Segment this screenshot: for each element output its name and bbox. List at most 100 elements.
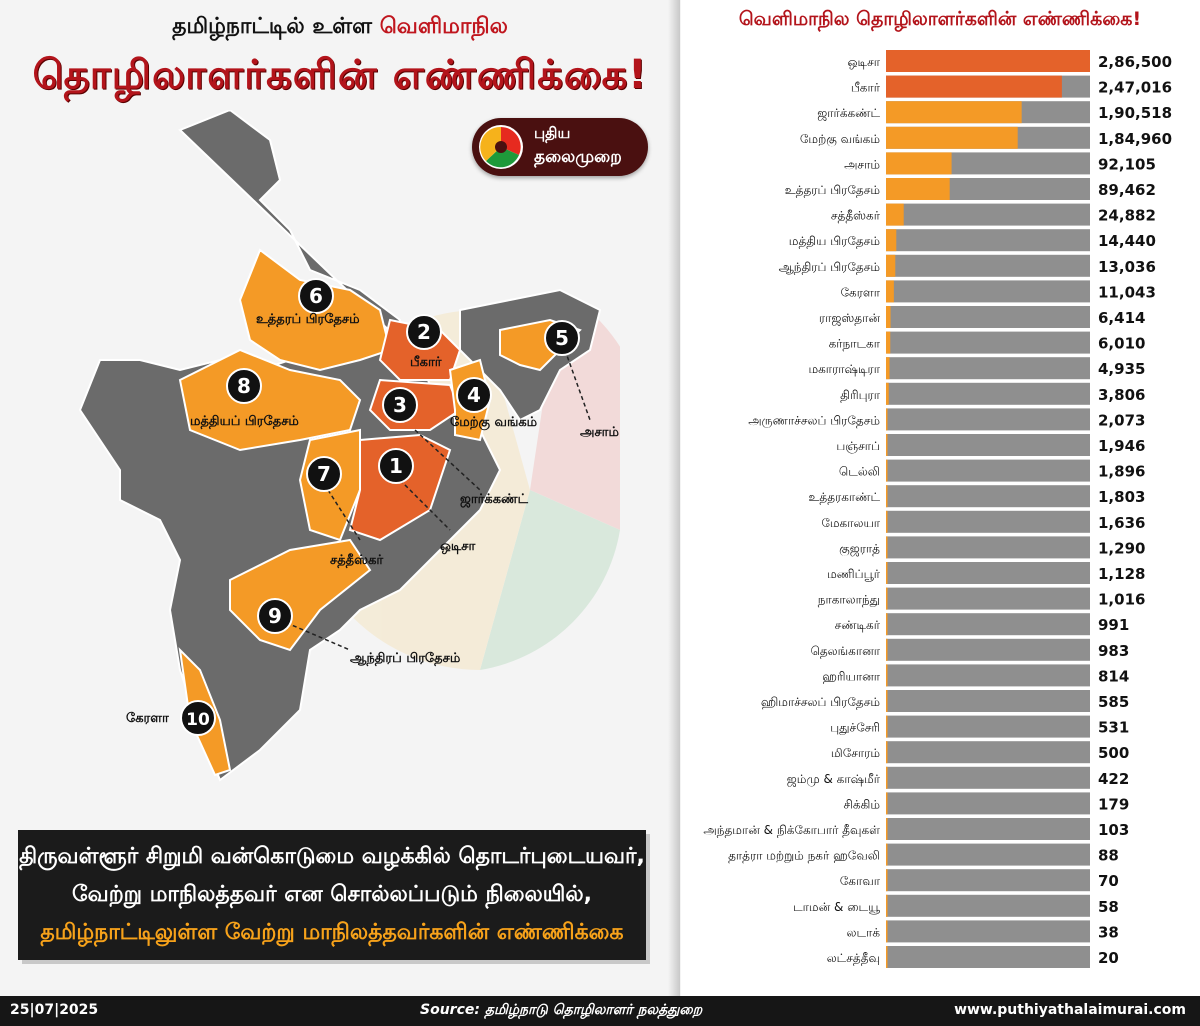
bar[interactable] [886, 587, 888, 610]
category-label: ஹரியானா [822, 669, 881, 683]
marker-5[interactable]: 5 [544, 320, 580, 356]
bar-track [886, 408, 1090, 431]
bar-track [886, 792, 1090, 815]
bar[interactable] [886, 690, 888, 712]
category-label: தாத்ரா மற்றும் நகர் ஹவேலி [728, 849, 880, 864]
marker-4[interactable]: 4 [456, 377, 492, 413]
bar[interactable] [886, 306, 891, 328]
value-label: 14,440 [1098, 232, 1156, 250]
marker-7[interactable]: 7 [306, 456, 342, 492]
bar-track [886, 869, 1090, 892]
value-label: 179 [1098, 795, 1129, 813]
category-label: ஜம்மு & காஷ்மீர் [787, 772, 881, 787]
category-label: மகாராஷ்டிரா [808, 362, 880, 376]
bar[interactable] [886, 331, 891, 354]
bar[interactable] [886, 664, 888, 687]
svg-text:2: 2 [417, 320, 431, 344]
bar[interactable] [886, 459, 888, 482]
bar[interactable] [886, 280, 894, 303]
bar[interactable] [886, 434, 888, 456]
bar[interactable] [886, 382, 889, 405]
bar[interactable] [886, 843, 888, 866]
svg-text:7: 7 [317, 462, 331, 486]
category-label: லடாக் [847, 925, 881, 939]
category-label: பீகார் [851, 81, 881, 95]
svg-text:4: 4 [467, 383, 481, 407]
svg-text:3: 3 [393, 393, 407, 417]
bar-track [886, 306, 1090, 328]
title-line-1: தமிழ்நாட்டில் உள்ள வெளிமாநில [0, 14, 680, 42]
label-uttar-pradesh: உத்தரப் பிரதேசம் [256, 312, 360, 327]
bar[interactable] [886, 920, 888, 943]
bar[interactable] [886, 357, 890, 380]
bar-track [886, 510, 1090, 533]
svg-text:5: 5 [555, 326, 569, 350]
value-label: 6,010 [1098, 335, 1145, 353]
bar[interactable] [886, 485, 888, 508]
state-madhya-pradesh[interactable] [178, 348, 362, 452]
map-state-labels: ஒடிசா பீகார் ஜார்க்கண்ட் மேற்கு வங்கம் அ… [126, 312, 619, 726]
marker-1[interactable]: 1 [378, 448, 414, 484]
bar-track [886, 587, 1090, 610]
bar[interactable] [886, 50, 1090, 72]
category-label: திரிபுரா [840, 388, 881, 402]
bar[interactable] [886, 126, 1018, 149]
value-label: 38 [1098, 923, 1119, 941]
bar[interactable] [886, 894, 888, 917]
bar-track [886, 741, 1090, 764]
bar[interactable] [886, 229, 897, 252]
label-west-bengal: மேற்கு வங்கம் [450, 415, 538, 430]
bar[interactable] [886, 818, 888, 840]
category-label: ஒடிசா [847, 55, 880, 69]
bar[interactable] [886, 792, 888, 815]
bar[interactable] [886, 254, 896, 277]
bar[interactable] [886, 408, 888, 431]
label-chhattisgarh: சத்தீஸ்கர் [330, 552, 383, 568]
bar[interactable] [886, 152, 952, 175]
caption-box: திருவள்ளூர் சிறுமி வன்கொடுமை வழக்கில் தொ… [18, 830, 646, 960]
category-label: தெலங்கானா [811, 644, 881, 658]
bar[interactable] [886, 562, 888, 584]
value-label: 24,882 [1098, 207, 1156, 225]
bar[interactable] [886, 715, 888, 738]
bar[interactable] [886, 638, 888, 661]
bar[interactable] [886, 203, 904, 226]
bar[interactable] [886, 536, 888, 559]
value-label: 13,036 [1098, 258, 1156, 276]
label-madhya-pradesh: மத்தியப் பிரதேசம் [190, 414, 299, 429]
bar[interactable] [886, 869, 888, 892]
marker-8[interactable]: 8 [226, 368, 262, 404]
bar[interactable] [886, 766, 888, 789]
label-assam: அசாம் [580, 425, 619, 440]
label-odisha: ஒடிசா [440, 539, 475, 554]
footer-source: Source: தமிழ்நாடு தொழிலாளர் நலத்துறை [420, 1002, 703, 1018]
value-label: 1,84,960 [1098, 130, 1172, 148]
category-label: மேகாலயா [821, 516, 880, 530]
bar-track [886, 254, 1090, 277]
marker-10[interactable]: 10 [180, 700, 216, 736]
category-label: கோவா [840, 874, 881, 888]
marker-3[interactable]: 3 [382, 387, 418, 423]
caption-line-2: வேற்று மாநிலத்தவர் என சொல்லப்படும் நிலைய… [72, 882, 592, 907]
bar[interactable] [886, 946, 888, 968]
value-label: 88 [1098, 847, 1119, 865]
bar-track [886, 331, 1090, 354]
bar-track [886, 664, 1090, 687]
state-odisha[interactable] [348, 433, 452, 542]
marker-6[interactable]: 6 [298, 278, 334, 314]
category-label: சத்தீஸ்கர் [831, 209, 881, 223]
bar[interactable] [886, 75, 1062, 98]
marker-2[interactable]: 2 [406, 314, 442, 350]
label-kerala: கேரளா [126, 711, 169, 726]
marker-9[interactable]: 9 [257, 598, 293, 634]
bar[interactable] [886, 178, 950, 200]
bar[interactable] [886, 741, 888, 764]
bar-track [886, 715, 1090, 738]
value-label: 2,073 [1098, 411, 1145, 429]
value-label: 1,128 [1098, 565, 1145, 583]
category-label: சிக்கிம் [843, 797, 880, 811]
label-bihar: பீகார் [410, 354, 442, 370]
bar[interactable] [886, 101, 1022, 124]
bar[interactable] [886, 510, 888, 533]
bar[interactable] [886, 613, 888, 636]
